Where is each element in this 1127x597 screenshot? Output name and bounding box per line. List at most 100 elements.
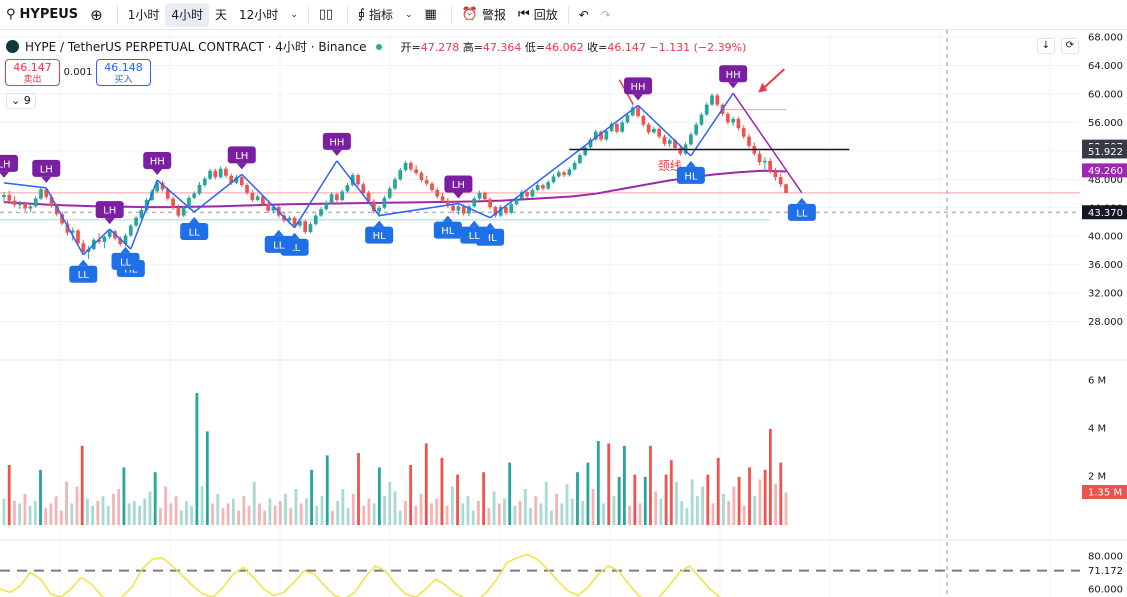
pivot-pointer <box>633 94 644 101</box>
interval-1h[interactable]: 1小时 <box>127 8 160 22</box>
volume-bar <box>633 474 637 525</box>
volume-bar <box>242 496 246 525</box>
price-tick-label: 60.000 <box>1088 90 1123 101</box>
layouts-button[interactable]: ▦ <box>419 3 447 27</box>
candle-body <box>128 225 133 236</box>
zigzag-segment <box>637 104 692 157</box>
price-label-box <box>1082 163 1127 178</box>
rewind-icon: ⏮ <box>518 7 530 22</box>
candle-body <box>271 207 276 211</box>
candle-body <box>70 230 75 233</box>
interval-1d[interactable]: 天 <box>215 8 228 22</box>
volume-bar <box>252 481 256 525</box>
volume-bar <box>690 479 694 525</box>
indicators-label: 指标 <box>368 8 393 22</box>
zigzag-segment <box>732 92 803 194</box>
reset-chart-button[interactable]: ⟳ <box>1061 38 1079 54</box>
pivot-label-text: LL <box>289 243 301 254</box>
candle-body <box>76 230 80 244</box>
volume-bar <box>602 503 605 525</box>
candle-body <box>652 128 656 133</box>
candle-body <box>18 203 22 205</box>
candle-body <box>546 182 551 189</box>
chart-type-button[interactable]: ▯▯ <box>313 3 343 27</box>
candle-body <box>646 124 651 133</box>
volume-bar <box>675 481 678 525</box>
volume-bar <box>763 469 767 525</box>
volume-bar <box>669 460 673 525</box>
replay-button[interactable]: ⏮ 回放 <box>512 3 564 27</box>
buy-button[interactable]: 46.148 买入 <box>96 59 151 86</box>
volume-bar <box>748 467 751 525</box>
volume-bar <box>664 474 668 525</box>
volume-bar <box>153 472 157 525</box>
volume-bar <box>138 505 141 525</box>
pivot-pointer <box>453 192 464 199</box>
open-label: 开= <box>400 40 421 54</box>
candle-body <box>229 175 234 183</box>
volume-bar <box>169 503 173 525</box>
volume-bar <box>278 501 282 525</box>
candle-body <box>715 95 720 105</box>
low-label: 低= <box>524 40 546 54</box>
indicators-dropdown[interactable]: ⌄ <box>399 3 419 27</box>
undo-button[interactable]: ↶ <box>573 3 595 27</box>
pivot-pointer <box>469 220 480 227</box>
volume-bar <box>440 457 444 525</box>
compare-symbol-button[interactable]: ⊕ <box>84 3 113 27</box>
high-value: 47.364 <box>482 40 522 54</box>
indicators-button[interactable]: ⨖ 指标 <box>352 3 399 27</box>
volume-bar <box>106 505 110 525</box>
chevron-down-icon: ⌄ <box>11 94 21 107</box>
pivot-label-text: HH <box>329 137 344 148</box>
candle-body <box>12 200 17 205</box>
toolbar-divider <box>307 5 309 24</box>
candles-icon: ▯▯ <box>318 7 334 22</box>
candle-body <box>662 136 667 144</box>
candle-body <box>673 140 677 149</box>
ohlc-values: 开=47.278 高=47.364 低=46.062 收=46.147 −1.1… <box>400 39 746 55</box>
pivot-labels-layer: LH LHLLLHHLHHLLLHLLHHHLLHHLHHHLHHLLLLLLHL… <box>0 65 816 283</box>
chart-legend: HYPE / TetherUS PERPETUAL CONTRACT · 4小时… <box>6 38 746 55</box>
price-axis[interactable]: 68.00064.00060.00056.00052.00048.00044.0… <box>1082 33 1127 596</box>
trade-buttons: 46.147 卖出 0.001 46.148 买入 <box>5 59 151 86</box>
volume-bar <box>581 501 585 525</box>
arrow-down-icon: ↓ <box>1041 40 1051 51</box>
volume-bar <box>18 503 22 525</box>
volume-bar <box>310 469 313 525</box>
chart-grid <box>0 30 1127 597</box>
volume-bar <box>75 486 79 525</box>
sell-button[interactable]: 46.147 卖出 <box>5 59 60 86</box>
candle-body <box>181 207 186 216</box>
candle-body <box>567 169 572 176</box>
candle-body <box>350 175 355 186</box>
price-tick-label: 32.000 <box>1088 289 1123 300</box>
candle-body <box>535 185 540 190</box>
alarm-clock-icon: ⏰ <box>461 7 478 22</box>
volume-bar <box>7 465 11 525</box>
pivot-label-box <box>322 132 351 150</box>
interval-12h[interactable]: 12小时 <box>239 8 279 22</box>
pivot-label-text: HL <box>124 265 138 276</box>
symbol-search-button[interactable]: ⚲ HYPEUS <box>0 3 84 27</box>
volume-bar <box>737 477 741 525</box>
scroll-down-button[interactable]: ↓ <box>1037 38 1055 54</box>
volume-bar <box>445 505 449 525</box>
volume-bar <box>649 445 652 525</box>
pivot-pointer <box>189 217 200 224</box>
pivot-label-text: HL <box>484 233 498 244</box>
volume-bar <box>372 503 376 525</box>
indicators-toggle[interactable]: ⌄ 9 <box>6 93 36 109</box>
volume-bar <box>65 481 68 525</box>
redo-button[interactable]: ↷ <box>595 3 617 27</box>
candle-body <box>239 177 244 186</box>
volume-bar <box>205 431 209 525</box>
interval-4h[interactable]: 4小时 <box>165 2 210 27</box>
pivot-label-text: LH <box>40 164 53 175</box>
zigzag-segment <box>156 179 195 213</box>
interval-dropdown[interactable]: ⌄ <box>284 3 304 27</box>
zigzag-segment <box>193 173 243 213</box>
volume-tick-label: 4 M <box>1088 424 1106 435</box>
alert-button[interactable]: ⏰ 警报 <box>456 3 512 27</box>
